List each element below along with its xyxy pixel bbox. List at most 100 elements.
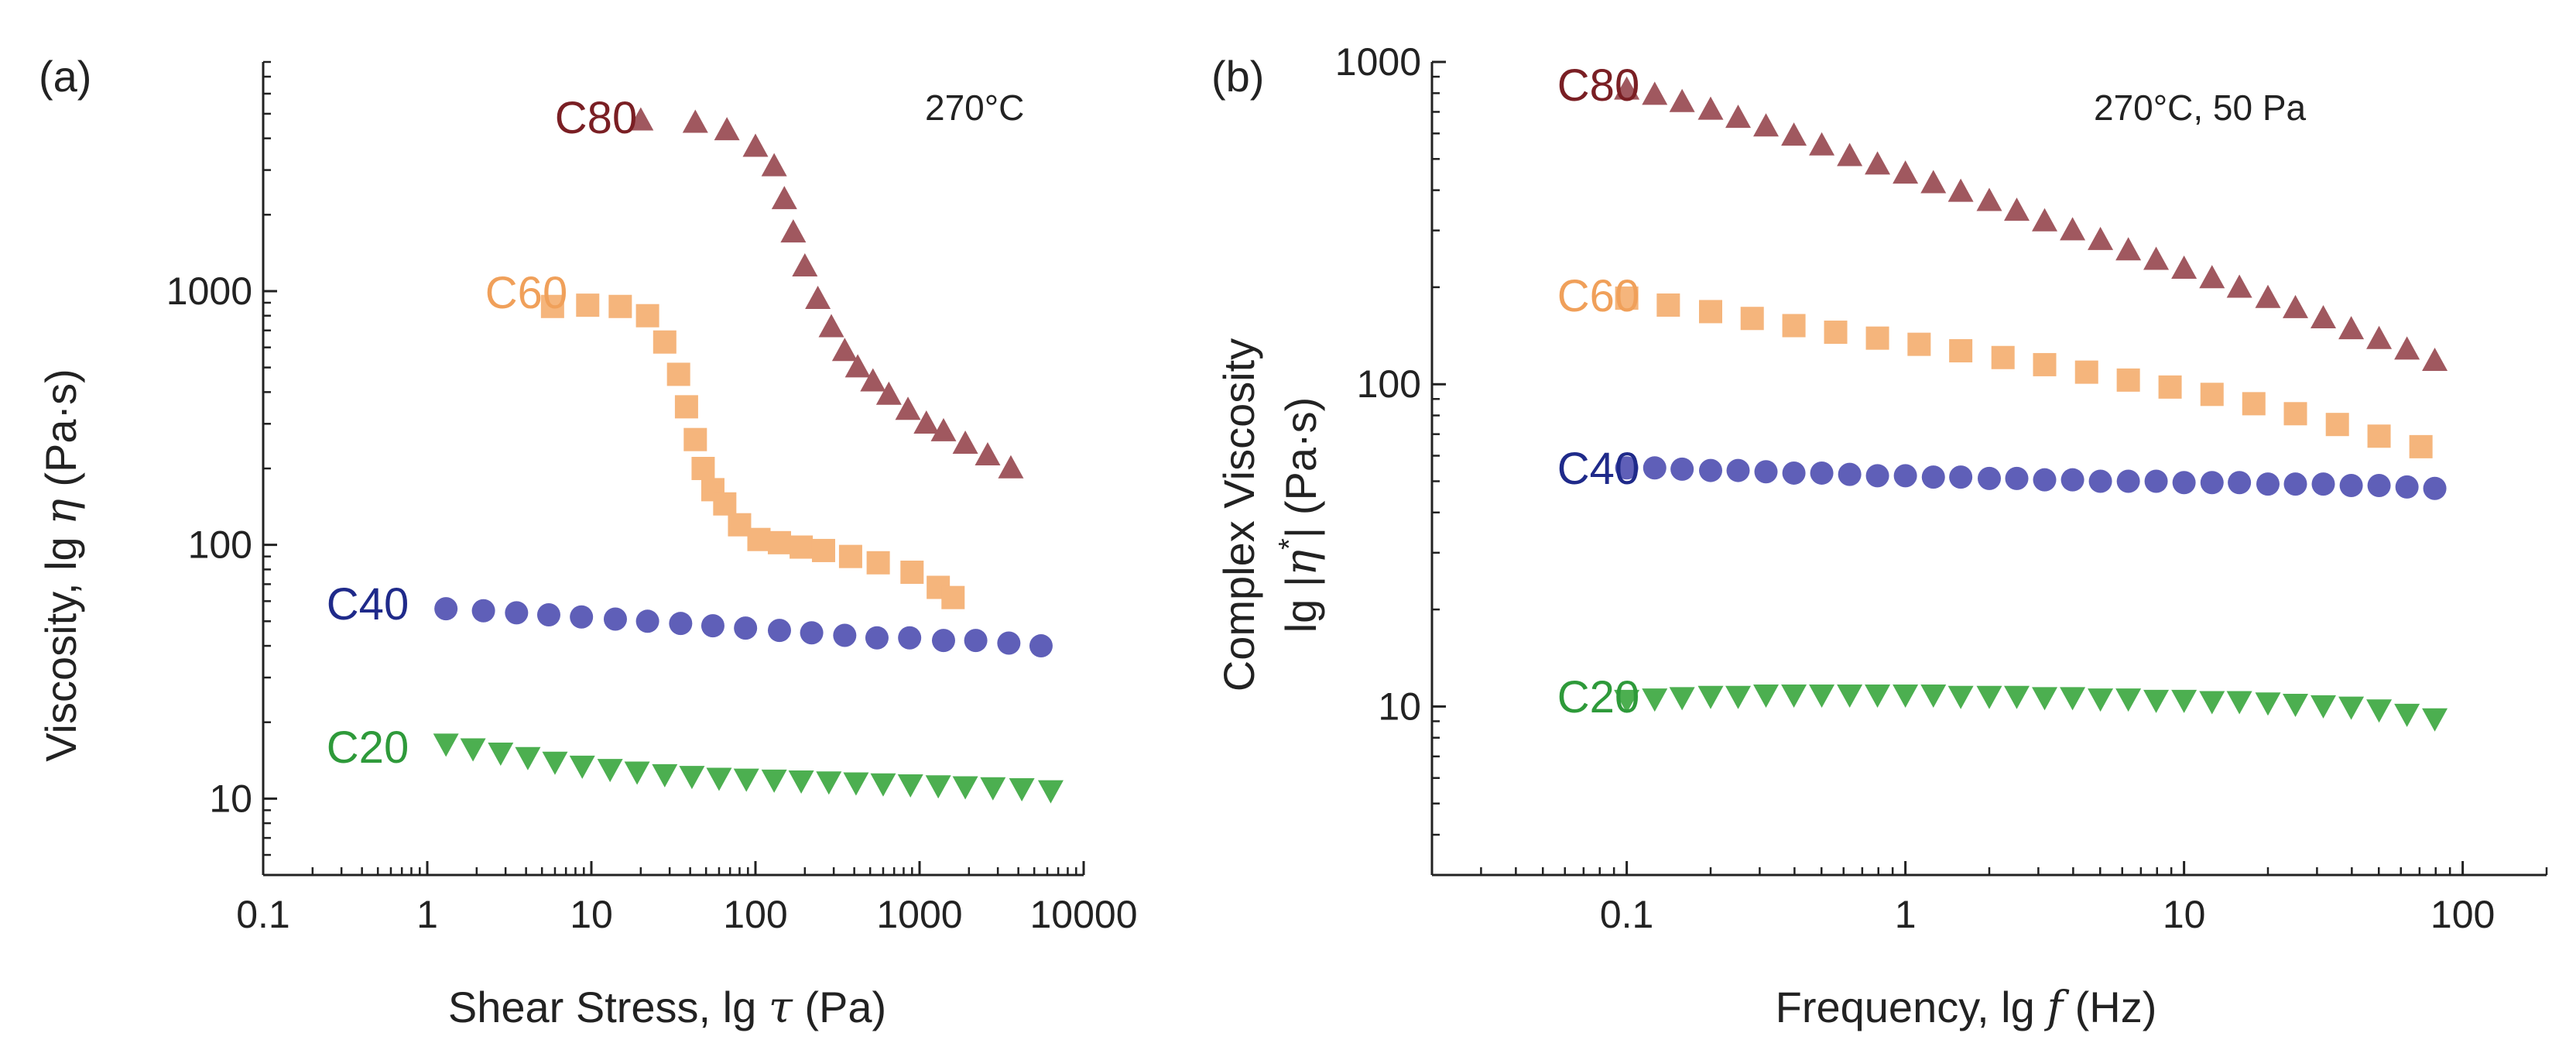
panel-a-c20-point — [706, 767, 732, 791]
panel-b-c40-point — [2256, 472, 2280, 496]
panel-a-c20-point — [843, 772, 869, 796]
panel-b-c60-point — [1699, 300, 1722, 324]
panel-a-c60-point — [747, 527, 771, 551]
panel-b-c60-point — [2409, 434, 2433, 458]
panel-b-c80-point — [2226, 274, 2252, 298]
panel-a-c20-point — [652, 763, 678, 788]
panel-b-c60-point — [1656, 293, 1680, 317]
panel-a-c20-point — [816, 771, 842, 795]
panel-a-c60-point — [866, 551, 890, 575]
panel-b-c40-point — [2033, 468, 2057, 492]
panel-a-chart: (a) 270°C Viscosity, lg η (Pa·s) Shear S… — [36, 52, 1138, 1033]
panel-a-c80-point — [875, 381, 902, 405]
panel-b-c80-point — [2199, 265, 2225, 289]
panel-a-c20-point — [952, 776, 978, 800]
panel-a-c40-point — [434, 597, 458, 621]
panel-a-ylabel-text: Viscosity, lg — [36, 525, 85, 762]
panel-a-c20-point — [1037, 780, 1064, 804]
panel-a-c40-point — [734, 616, 758, 640]
panel-b-c40-point — [2283, 472, 2307, 496]
panel-b-c40-point — [2423, 476, 2447, 500]
panel-a-c60-point — [576, 293, 600, 317]
panel-b-xlabel-text: Frequency, lg — [1776, 983, 2047, 1031]
panel-a-c20-point — [433, 733, 459, 757]
panel-b-c40-point — [1754, 460, 1778, 484]
panel-b-x-tick-label: 100 — [2430, 893, 2495, 936]
panel-a-c80-point — [628, 107, 654, 131]
panel-b-c40-point — [2088, 469, 2112, 493]
panel-b-condition: 270°C, 50 Pa — [2094, 88, 2307, 128]
panel-b-c60-point — [2033, 352, 2057, 376]
panel-a-c40-point — [603, 607, 627, 631]
panel-b-xlabel-unit: (Hz) — [2063, 983, 2156, 1031]
panel-b-y-tick-label: 1000 — [1335, 40, 1421, 84]
panel-b-c60-point — [1824, 321, 1848, 345]
panel-b-c20-point — [1837, 685, 1863, 709]
panel-a-c80-point — [792, 252, 818, 276]
panel-a-c40-point — [536, 603, 560, 627]
panel-a-c60-point — [811, 538, 835, 562]
panel-a-condition: 270°C — [925, 88, 1024, 128]
panel-b-c80-point — [2338, 316, 2365, 340]
panel-b-y-tick-label: 10 — [1378, 685, 1421, 728]
panel-a-c60-point — [608, 294, 632, 318]
panel-b-c80-point — [2088, 226, 2114, 250]
panel-b-c40-point — [2060, 468, 2084, 492]
panel-a-c40-point — [505, 601, 529, 625]
panel-b-c80-point — [1947, 178, 1974, 202]
panel-a-c40-point — [833, 623, 857, 647]
panel-b-c60-point — [1615, 286, 1639, 310]
panel-b-c60-point — [1949, 338, 1973, 362]
panel-a-c80-point — [771, 186, 797, 210]
panel-b-c60-point — [1740, 307, 1764, 331]
panel-a-series-c60 — [540, 293, 965, 609]
panel-b-c40-point — [1865, 464, 1889, 488]
panel-a-c80-point — [742, 133, 769, 157]
panel-b-label-c80: C80 — [1557, 60, 1639, 111]
panel-b-c80-point — [2255, 284, 2281, 308]
panel-b-c20-point — [2143, 689, 2170, 713]
panel-a-c40-point — [767, 619, 791, 643]
panel-b-c60-point — [2116, 368, 2140, 392]
panel-b-c20-point — [2338, 696, 2365, 720]
panel-b-series-c80 — [1614, 76, 2448, 372]
panel-b-c20-point — [1725, 685, 1752, 709]
panel-a-y-tick-label: 100 — [188, 523, 252, 567]
panel-a-c40-point — [931, 629, 955, 653]
panel-b-c80-point — [1893, 160, 1919, 184]
panel-b-c80-point — [2283, 294, 2309, 318]
panel-b-c20-point — [2226, 691, 2252, 715]
panel-b-x-tick-label: 0.1 — [1600, 893, 1654, 936]
panel-a-x-tick-label: 10000 — [1029, 893, 1137, 936]
panel-a-c80-point — [913, 410, 940, 434]
panel-a-x-tick-label: 10 — [570, 893, 613, 936]
panel-b-c80-point — [2394, 336, 2420, 360]
panel-a-x-tick-label: 0.1 — [236, 893, 290, 936]
panel-a-c60-point — [540, 294, 564, 318]
panel-a-c20-point — [542, 751, 568, 775]
panel-b-c20-point — [1920, 685, 1947, 709]
panel-a-c20-point — [870, 773, 896, 797]
panel-b-label: (b) — [1211, 52, 1264, 101]
panel-a-c60-point — [674, 395, 698, 419]
panel-a-x-tick-label: 1000 — [876, 893, 962, 936]
panel-b-c20-point — [1809, 685, 1835, 709]
panel-b-c20-point — [1781, 685, 1807, 709]
panel-b-c40-point — [1643, 456, 1667, 480]
panel-a-series-c40 — [434, 597, 1053, 658]
svg-text:Frequency, lg f (Hz): Frequency, lg f (Hz) — [1776, 983, 2157, 1033]
panel-a-c60-point — [713, 492, 737, 516]
panel-b-c60-point — [2200, 383, 2224, 407]
panel-b-c60-point — [1991, 345, 2015, 369]
panel-a-c20-point — [488, 743, 514, 767]
panel-a-c80-point — [844, 354, 871, 378]
panel-b-c20-point — [1893, 685, 1919, 709]
panel-b-c20-point — [1976, 685, 2002, 709]
panel-b-c40-point — [2228, 471, 2252, 495]
panel-a-c20-point — [569, 755, 595, 779]
panel-b-c20-point — [2199, 691, 2225, 715]
panel-b-c20-point — [1642, 688, 1668, 712]
panel-a-c80-point — [860, 368, 886, 392]
panel-b-c80-point — [2311, 304, 2337, 328]
